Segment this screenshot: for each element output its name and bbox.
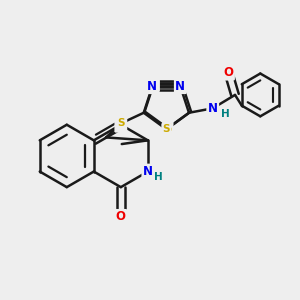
Text: O: O bbox=[224, 66, 233, 79]
Text: S: S bbox=[163, 124, 170, 134]
Text: S: S bbox=[118, 118, 125, 128]
Text: S: S bbox=[164, 122, 172, 135]
Text: N: N bbox=[148, 78, 158, 91]
Text: N: N bbox=[208, 102, 218, 115]
Text: H: H bbox=[154, 172, 163, 182]
Text: N: N bbox=[116, 118, 126, 131]
Text: N: N bbox=[143, 165, 153, 178]
Text: N: N bbox=[177, 78, 187, 91]
Text: N: N bbox=[175, 80, 185, 93]
Text: H: H bbox=[221, 109, 230, 119]
Text: O: O bbox=[116, 210, 126, 224]
Text: N: N bbox=[147, 80, 158, 93]
